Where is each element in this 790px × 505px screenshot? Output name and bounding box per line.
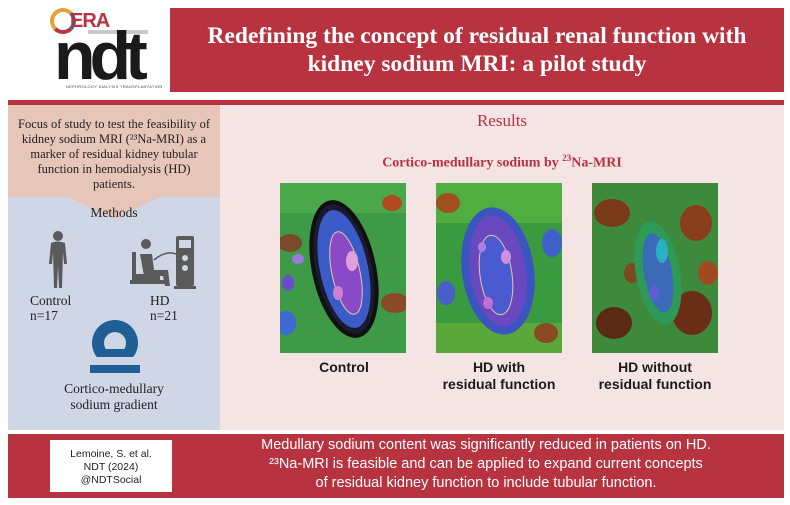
ndt-tagline: NEPHROLOGY DIALYSIS TRANSPLANTATION xyxy=(66,84,163,89)
label-hd-without-residual: HD without residual function xyxy=(598,359,712,392)
header-bar: Redefining the concept of residual renal… xyxy=(170,8,784,92)
hd-group-label: HD n=21 xyxy=(150,293,178,323)
focus-arrow xyxy=(68,197,160,219)
ndt-logo-text: ndt xyxy=(54,18,148,94)
era-logo-text: ERA xyxy=(70,10,110,32)
label-hd-with-residual: HD with residual function xyxy=(442,359,556,392)
results-title: Results xyxy=(476,111,528,130)
results-panel: Results Cortico-medullary sodium by 23Na… xyxy=(220,100,784,430)
era-swirl-icon xyxy=(50,8,76,34)
citation-box: Lemoine, S. et al. NDT (2024) @NDTSocial xyxy=(50,440,172,492)
citation: Lemoine, S. et al. NDT (2024) @NDTSocial xyxy=(70,448,152,486)
era-subline xyxy=(88,30,148,34)
mri-image-hd-without-residual xyxy=(592,183,718,353)
mri-image-control xyxy=(280,183,406,353)
mri-image-hd-with-residual xyxy=(436,183,562,353)
methods-panel: Focus of study to test the feasibility o… xyxy=(8,100,220,430)
methods-label: Methods xyxy=(90,205,138,220)
mri-scanner-icon xyxy=(88,320,142,373)
person-icon xyxy=(49,231,67,288)
control-group-label: Control n=17 xyxy=(30,293,72,323)
label-control: Control xyxy=(319,359,369,375)
hemodialysis-icon xyxy=(130,236,196,289)
focus-text: Focus of study to test the feasibility o… xyxy=(18,117,210,191)
footer-bar: Lemoine, S. et al. NDT (2024) @NDTSocial… xyxy=(8,434,784,498)
conclusion-text: Medullary sodium content was significant… xyxy=(261,437,711,491)
page-title: Redefining the concept of residual renal… xyxy=(207,23,747,77)
gradient-label: Cortico-medullary sodium gradient xyxy=(64,381,164,412)
results-subtitle: Cortico-medullary sodium by 23Na-MRI xyxy=(382,153,622,171)
ndt-logo: ERA ndt NEPHROLOGY DIALYSIS TRANSPLANTAT… xyxy=(48,8,162,94)
focus-box: Focus of study to test the feasibility o… xyxy=(8,105,220,197)
